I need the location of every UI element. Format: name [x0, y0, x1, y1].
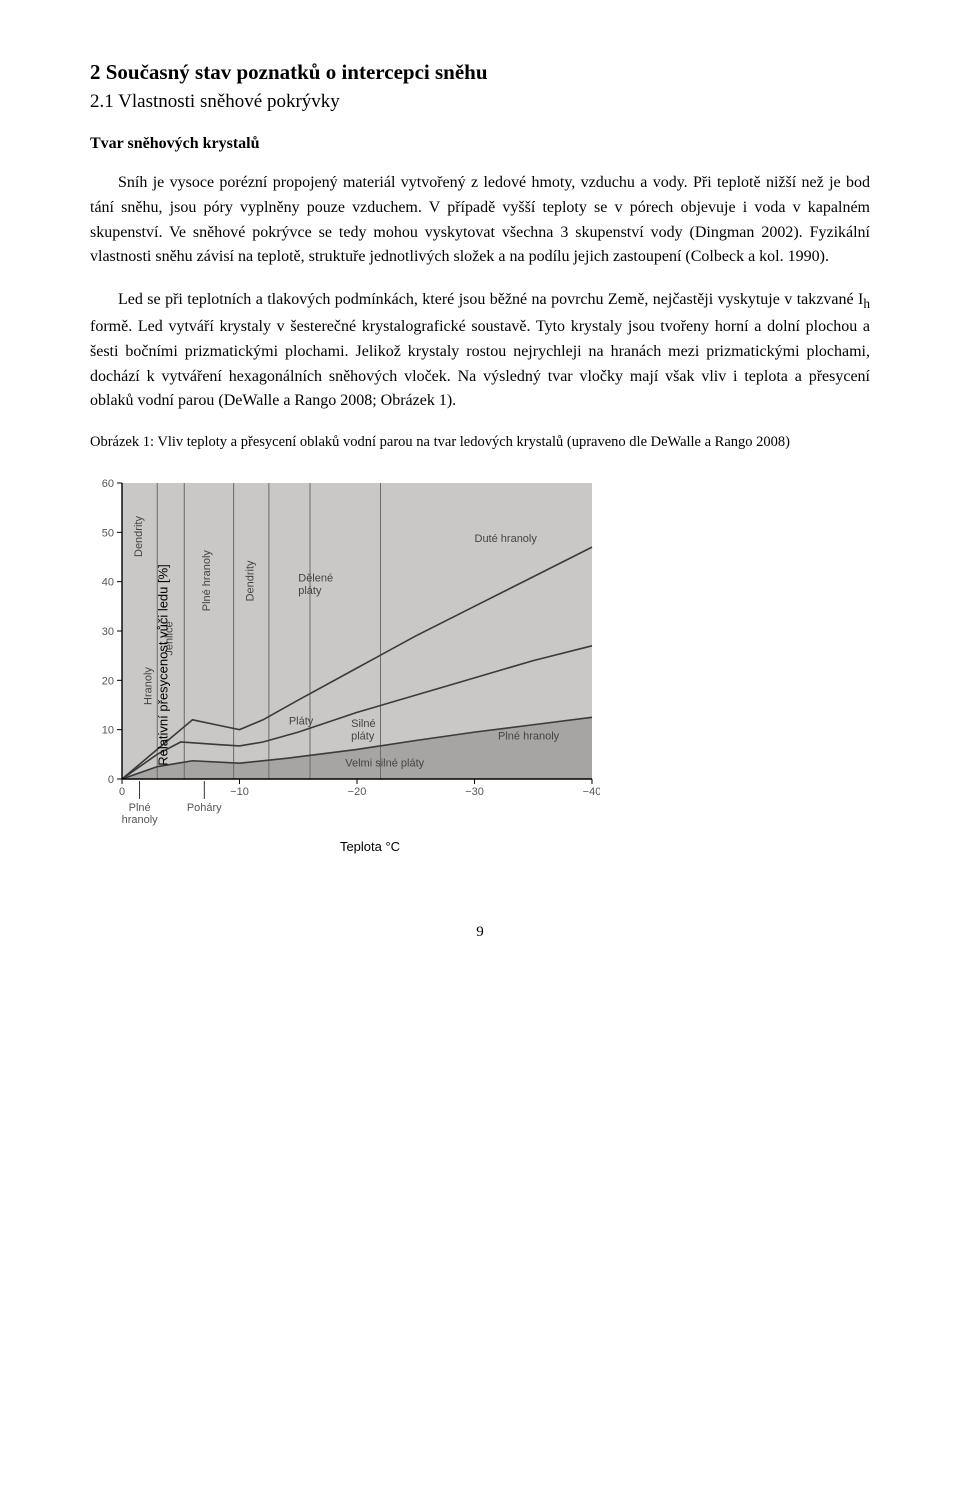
svg-text:Hranoly: Hranoly — [142, 667, 154, 705]
svg-text:Dendrity: Dendrity — [245, 560, 257, 601]
para2-part-a: Led se při teplotních a tlakových podmín… — [118, 291, 863, 308]
svg-text:10: 10 — [102, 725, 114, 737]
figure-1: Relativní přesycenost vůči ledu [%] 0 10 2… — [80, 475, 620, 854]
svg-text:Velmi silné pláty: Velmi silné pláty — [345, 758, 424, 770]
svg-text:20: 20 — [102, 676, 114, 688]
svg-text:Pláty: Pláty — [289, 716, 314, 728]
svg-text:−40: −40 — [583, 786, 600, 798]
page-number: 9 — [90, 924, 870, 941]
svg-text:30: 30 — [102, 626, 114, 638]
paragraph-2: Led se při teplotních a tlakových podmín… — [90, 288, 870, 414]
svg-text:Silnépláty: Silnépláty — [351, 718, 375, 742]
para2-subscript: h — [863, 296, 870, 311]
figure-x-axis-label: Teplota °C — [120, 839, 620, 854]
subsection-heading: 2.1 Vlastnosti sněhové pokrývky — [90, 91, 870, 113]
figure-y-axis-label: Relativní přesycenost vůči ledu [%] — [155, 564, 170, 766]
svg-text:−10: −10 — [230, 786, 249, 798]
svg-text:Duté hranoly: Duté hranoly — [475, 533, 538, 545]
svg-text:Poháry: Poháry — [187, 802, 222, 814]
svg-text:Plné hranoly: Plné hranoly — [201, 550, 213, 612]
para2-part-b: formě. Led vytváří krystaly v šesterečné… — [90, 318, 870, 409]
svg-text:Plné hranoly: Plné hranoly — [498, 731, 560, 743]
svg-text:40: 40 — [102, 577, 114, 589]
svg-text:−30: −30 — [465, 786, 484, 798]
figure-caption: Obrázek 1: Vliv teploty a přesycení obla… — [90, 432, 870, 453]
svg-text:60: 60 — [102, 478, 114, 490]
section-heading: 2 Současný stav poznatků o intercepci sn… — [90, 60, 870, 85]
svg-text:50: 50 — [102, 528, 114, 540]
run-in-subhead: Tvar sněhových krystalů — [90, 135, 870, 153]
svg-text:−20: −20 — [348, 786, 367, 798]
svg-text:0: 0 — [108, 774, 114, 786]
svg-text:Plnéhranoly: Plnéhranoly — [122, 802, 159, 826]
paragraph-1: Sníh je vysoce porézní propojený materiá… — [90, 171, 870, 270]
svg-text:Dendrity: Dendrity — [133, 516, 145, 557]
svg-text:0: 0 — [119, 786, 125, 798]
